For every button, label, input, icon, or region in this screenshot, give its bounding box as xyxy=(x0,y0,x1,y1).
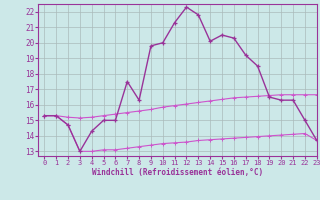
X-axis label: Windchill (Refroidissement éolien,°C): Windchill (Refroidissement éolien,°C) xyxy=(92,168,263,177)
